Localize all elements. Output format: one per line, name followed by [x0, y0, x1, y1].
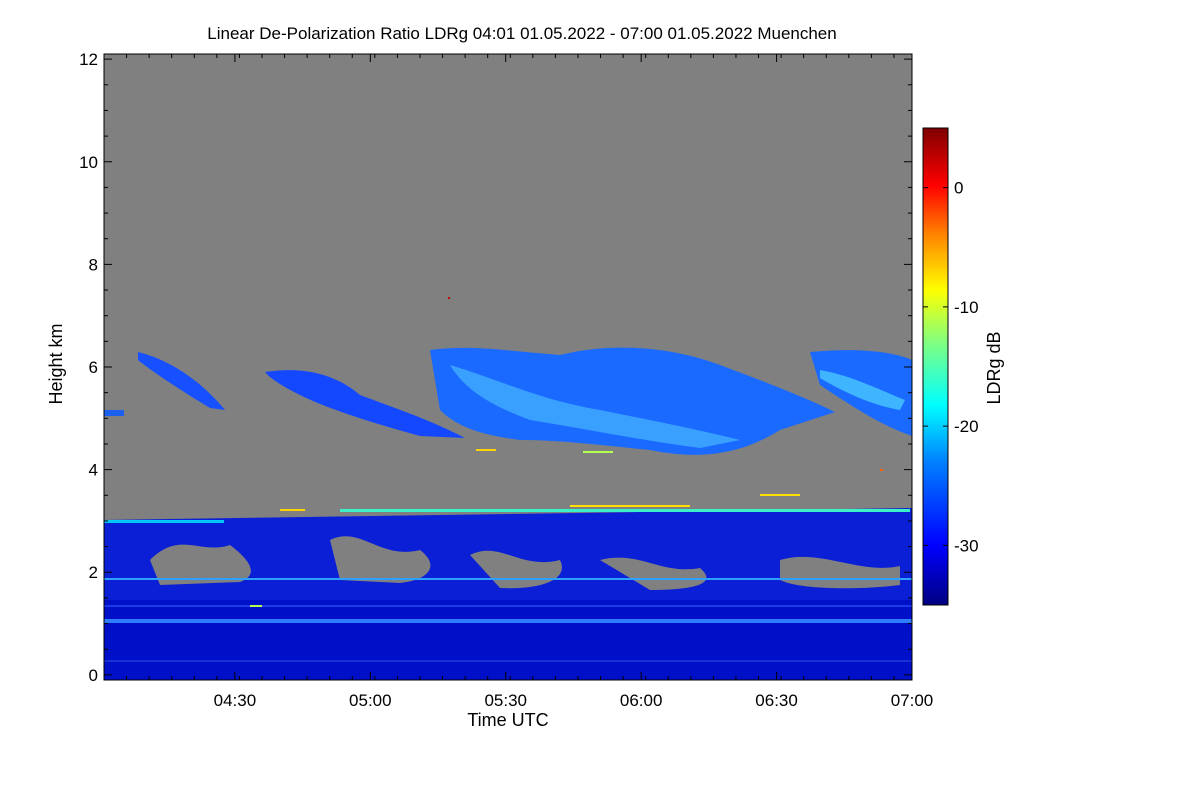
cloud-top-streak	[104, 520, 224, 523]
colorbar-tick-label: -20	[954, 417, 979, 436]
lower-cloud-streak	[104, 578, 912, 580]
cirrus-echo	[104, 347, 912, 455]
lower-cloud-echo	[104, 505, 912, 600]
speckle	[880, 469, 883, 471]
y-tick-label: 2	[89, 563, 98, 582]
cloud-top-streak	[570, 505, 690, 507]
y-tick-label: 6	[89, 358, 98, 377]
lower-cloud-gap	[150, 544, 251, 585]
colorbar-scale	[922, 127, 949, 606]
speckle	[476, 449, 496, 451]
cirrus-fragment	[104, 410, 124, 416]
x-axis: 04:30 05:00 05:30 06:00 06:30 07:00	[214, 54, 934, 710]
y-tick-label: 10	[79, 153, 98, 172]
colorbar: 0 -10 -20 -30 LDRg dB	[922, 127, 1004, 606]
speckle	[583, 451, 613, 453]
speckle	[448, 297, 450, 299]
high-ldr-speckles	[250, 297, 883, 607]
speckle	[250, 605, 262, 607]
y-axis-label: Height km	[46, 323, 66, 404]
y-tick-label: 4	[89, 461, 98, 480]
cloud-top-streak	[340, 509, 910, 512]
cirrus-streak	[430, 347, 835, 455]
minor-ticks	[103, 54, 912, 680]
x-tick-label: 06:30	[755, 691, 798, 710]
x-axis-label: Time UTC	[467, 710, 548, 730]
cirrus-streak	[450, 365, 740, 448]
colorbar-tick-label: -10	[954, 298, 979, 317]
lower-cloud-gap	[780, 556, 900, 589]
x-tick-label: 06:00	[620, 691, 663, 710]
boundary-layer-streak	[104, 619, 912, 623]
lower-cloud-gap	[330, 536, 431, 583]
x-tick-label: 05:30	[484, 691, 527, 710]
y-axis: 0 2 4 6 8 10 12	[79, 50, 912, 685]
x-tick-label: 04:30	[214, 691, 257, 710]
boundary-layer-streak	[104, 660, 912, 662]
colorbar-label: LDRg dB	[984, 331, 1004, 404]
y-tick-label: 8	[89, 255, 98, 274]
boundary-layer-streak	[104, 605, 912, 607]
lower-cloud-fill	[104, 508, 912, 600]
cirrus-streak	[820, 370, 905, 410]
cirrus-streak	[265, 370, 465, 438]
plot-area	[104, 54, 912, 680]
boundary-layer-echo	[104, 590, 912, 680]
y-tick-label: 12	[79, 50, 98, 69]
x-tick-label: 07:00	[891, 691, 934, 710]
lower-cloud-gap	[600, 557, 707, 590]
y-tick-label: 0	[89, 666, 98, 685]
colorbar-ticks: 0 -10 -20 -30	[923, 179, 979, 555]
speckle	[760, 494, 800, 496]
colorbar-tick-label: 0	[954, 179, 963, 198]
speckle	[280, 509, 305, 511]
x-tick-label: 05:00	[349, 691, 392, 710]
boundary-layer-fill	[104, 590, 912, 680]
colorbar-tick-label: -30	[954, 536, 979, 555]
chart-title: Linear De-Polarization Ratio LDRg 04:01 …	[207, 24, 836, 43]
cirrus-streak	[138, 352, 225, 410]
